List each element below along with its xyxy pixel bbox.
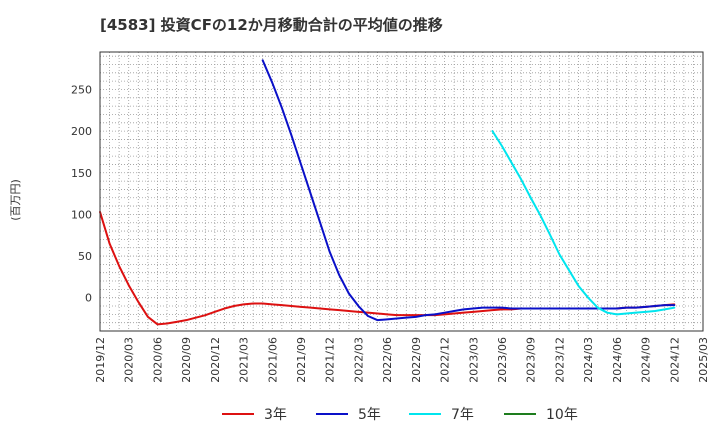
x-tick-label: 2022/09 [410,337,423,383]
legend-label-3: 7年 [451,407,474,423]
x-tick-label: 2020/12 [209,337,222,383]
x-tick-label: 2022/03 [352,337,365,383]
y-axis-label: (百万円) [9,179,22,221]
chart-title: [4583] 投資CFの12か月移動合計の平均値の推移 [100,16,443,34]
x-tick-label: 2024/12 [668,337,681,383]
y-tick-labels: 0 50 100 150 200 250 [71,83,92,304]
series-lines [99,59,676,326]
x-tick-label: 2020/03 [123,337,136,383]
y-tick-label: 200 [71,125,92,138]
x-tick-label: 2023/09 [525,337,538,383]
y-tick-label: 0 [85,292,92,305]
x-tick-label: 2019/12 [94,337,107,383]
plot-area [100,52,703,331]
x-tick-label: 2023/12 [553,337,566,383]
legend: 3年 5年 7年 10年 [222,407,578,423]
x-tick-label: 2022/06 [381,337,394,383]
x-tick-label: 2024/06 [611,337,624,383]
legend-label-1: 3年 [264,407,287,423]
y-tick-label: 50 [78,250,92,263]
x-tick-label: 2021/09 [295,337,308,383]
x-tick-label: 2025/03 [697,337,710,383]
legend-label-4: 10年 [546,407,578,423]
x-tick-label: 2023/06 [496,337,509,383]
series-line-2 [261,59,676,322]
x-tick-label: 2020/09 [180,337,193,383]
y-tick-label: 150 [71,167,92,180]
x-tick-label: 2020/06 [151,337,164,383]
x-tick-labels: 2019/12 2020/03 2020/06 2020/09 2020/12 2021/… [94,337,710,383]
plot-frame [99,51,704,332]
y-tick-label: 100 [71,208,92,221]
x-tick-label: 2022/12 [439,337,452,383]
legend-label-2: 5年 [358,407,381,423]
y-tick-label: 250 [71,83,92,96]
x-tick-label: 2024/09 [640,337,653,383]
x-tick-label: 2021/12 [324,337,337,383]
x-tick-label: 2023/03 [467,337,480,383]
series-line-3 [491,130,676,316]
x-tick-label: 2024/03 [582,337,595,383]
x-tick-label: 2021/03 [238,337,251,383]
x-tick-label: 2021/06 [266,337,279,383]
